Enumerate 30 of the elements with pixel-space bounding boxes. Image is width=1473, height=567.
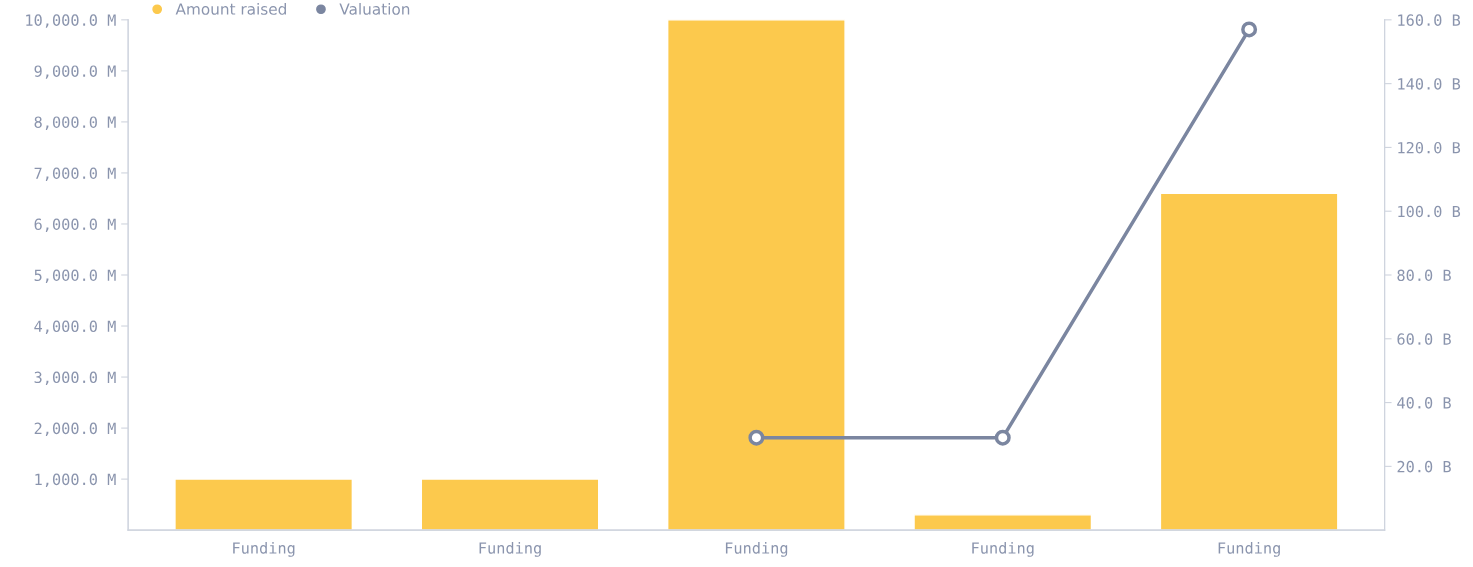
bar [913,514,1093,531]
y-tick-label: 6,000.0 M [34,218,116,232]
bar [1159,192,1339,531]
y2-tick-label: 20.0 B [1397,460,1451,473]
legend-label: Valuation [339,2,410,15]
bar [666,19,846,531]
y2-tick-label: 40.0 B [1397,397,1451,409]
y-tick-label: 3,000.0 M [34,371,116,386]
bar [174,478,354,531]
y2-tick-label: 120.0 B [1398,141,1461,154]
y2-tick-label: 140.0 B [1398,78,1461,90]
y-tick-label: 10,000.0 M [26,14,116,28]
y2-tick-label: 160.0 B [1398,14,1461,26]
bar [420,478,600,531]
legend-label: Amount raised [175,2,286,15]
y-tick-label: 1,000.0 M [35,473,116,488]
y-tick-label: 4,000.0 M [34,320,116,335]
y2-tick-label: 100.0 B [1398,205,1461,218]
x-tick-label: Funding [1218,541,1280,557]
y-tick-label: 9,000.0 M [34,65,116,79]
y2-tick-label: 80.0 B [1397,269,1451,282]
y-tick-label: 8,000.0 M [34,116,116,130]
y-tick-label: 2,000.0 M [34,422,116,437]
y-tick-label: 7,000.0 M [34,167,116,181]
y-tick-label: 5,000.0 M [34,269,116,283]
x-tick-label: Funding [233,541,295,557]
y2-tick-label: 60.0 B [1397,333,1451,345]
x-tick-label: Funding [479,541,541,557]
x-tick-label: Funding [972,541,1034,557]
x-tick-label: Funding [725,541,788,557]
